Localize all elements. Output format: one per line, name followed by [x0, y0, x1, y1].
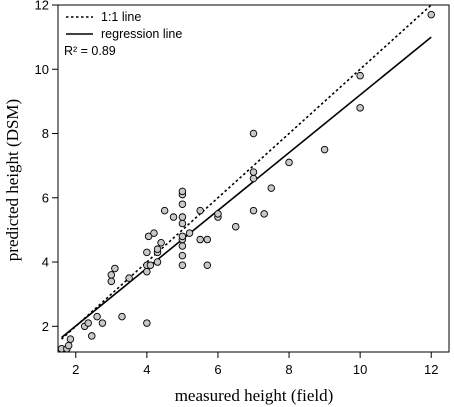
- data-point: [178, 200, 187, 208]
- reference-lines: [61, 4, 432, 340]
- data-point: [178, 219, 187, 228]
- x-tick-label: 6: [214, 362, 221, 377]
- y-tick-label: 10: [35, 62, 49, 77]
- data-point: [267, 184, 276, 192]
- r-squared-annotation: R² = 0.89: [64, 44, 116, 58]
- data-point: [125, 274, 133, 282]
- one-to-one-line: [61, 4, 432, 340]
- x-tick-label: 2: [72, 362, 79, 377]
- y-tick-label: 6: [42, 190, 49, 205]
- data-point: [178, 187, 187, 196]
- data-point: [111, 264, 119, 273]
- data-point: [107, 271, 116, 279]
- data-point: [107, 277, 116, 286]
- data-point: [196, 206, 204, 215]
- data-point: [143, 248, 151, 257]
- data-point: [84, 319, 92, 327]
- data-point: [64, 341, 73, 350]
- x-tick-label: 10: [353, 362, 367, 377]
- legend-label-regression: regression line: [101, 27, 182, 41]
- data-point: [153, 245, 162, 253]
- data-point: [93, 312, 101, 321]
- y-tick-label: 8: [42, 126, 49, 141]
- x-tick-label: 8: [285, 362, 292, 377]
- data-point: [249, 174, 258, 183]
- x-axis-ticks: 2 4 6 8 10 12: [72, 352, 438, 377]
- data-point: [178, 213, 187, 221]
- regression-line: [61, 36, 432, 339]
- data-points: [57, 10, 435, 353]
- data-point: [249, 168, 258, 176]
- data-point: [185, 229, 194, 237]
- data-point: [88, 332, 96, 340]
- data-point: [66, 335, 75, 343]
- data-point: [214, 210, 222, 218]
- data-point: [143, 319, 151, 327]
- legend-label-one-to-one: 1:1 line: [101, 10, 141, 24]
- y-axis-ticks: 2 4 6 8 10 12: [35, 0, 58, 334]
- data-point: [178, 251, 187, 260]
- x-axis-title: measured height (field): [175, 386, 334, 405]
- data-point: [356, 104, 364, 112]
- data-point: [203, 235, 212, 244]
- data-point: [150, 229, 158, 237]
- data-point: [153, 258, 162, 266]
- data-point: [285, 158, 293, 167]
- y-tick-label: 2: [42, 319, 49, 334]
- x-tick-label: 12: [424, 362, 438, 377]
- data-point: [98, 319, 107, 327]
- data-point: [118, 312, 126, 321]
- data-point: [160, 206, 169, 215]
- y-axis-title: predicted height (DSM): [3, 99, 22, 261]
- x-tick-label: 4: [143, 362, 150, 377]
- legend: 1:1 line regression line: [66, 10, 182, 41]
- data-point: [249, 206, 258, 215]
- data-point: [178, 261, 187, 270]
- data-point: [427, 10, 435, 19]
- y-tick-label: 4: [42, 255, 49, 270]
- data-point: [249, 129, 258, 138]
- data-point: [169, 213, 178, 221]
- data-point: [196, 235, 204, 244]
- data-point: [146, 261, 155, 270]
- data-point: [157, 239, 165, 247]
- plot-frame: [57, 4, 450, 353]
- data-point: [320, 145, 329, 154]
- data-point: [178, 242, 187, 250]
- y-tick-label: 12: [35, 0, 49, 13]
- data-point: [356, 71, 364, 80]
- data-point: [144, 232, 153, 241]
- data-point: [143, 267, 151, 276]
- data-point: [178, 232, 187, 241]
- data-point: [203, 261, 212, 270]
- data-point: [260, 210, 268, 218]
- data-point: [231, 222, 240, 231]
